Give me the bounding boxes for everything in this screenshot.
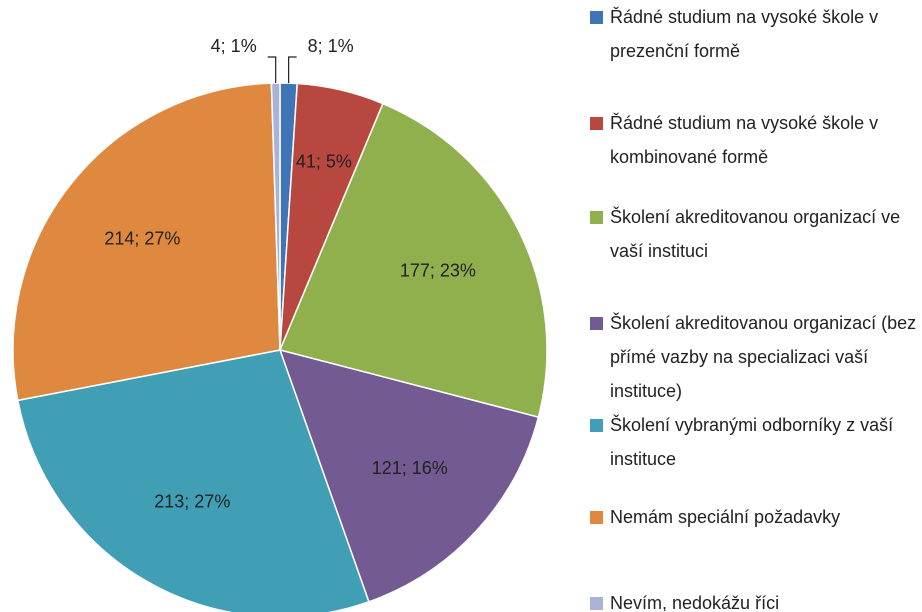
- leader-line: [267, 56, 277, 84]
- data-label: 41; 5%: [296, 152, 352, 172]
- data-label: 177; 23%: [400, 260, 476, 280]
- legend-swatch: [590, 419, 603, 432]
- legend-item: Školení akreditovanou organizací (bez př…: [590, 306, 920, 408]
- legend-swatch: [590, 511, 603, 524]
- pie-slice: [16, 349, 370, 612]
- legend-item: Nemám speciální požadavky: [590, 500, 920, 534]
- legend-item: Řádné studium na vysoké škole v kombinov…: [590, 106, 920, 174]
- data-label: 4; 1%: [211, 36, 257, 56]
- legend-item: Školení vybranými odborníky z vaší insti…: [590, 408, 920, 476]
- pie-slice: [278, 102, 548, 419]
- legend-item: Školení akreditovanou organizací ve vaší…: [590, 200, 920, 268]
- legend-label: Nemám speciální požadavky: [610, 507, 841, 527]
- pie-slice: [278, 348, 540, 603]
- legend-swatch: [590, 597, 603, 610]
- legend-label: Řádné studium na vysoké škole v kombinov…: [610, 113, 879, 167]
- data-label: 121; 16%: [372, 458, 448, 478]
- legend-item: Nevím, nedokážu říci: [590, 586, 920, 612]
- legend-label: Školení akreditovanou organizací (bez př…: [610, 313, 917, 401]
- legend-swatch: [590, 317, 603, 330]
- pie-slice: [12, 82, 281, 402]
- data-label: 214; 27%: [104, 229, 180, 249]
- data-label: 8; 1%: [308, 36, 354, 56]
- legend-swatch: [590, 211, 603, 224]
- legend-item: Řádné studium na vysoké škole v prezenčn…: [590, 0, 920, 68]
- data-label: 213; 27%: [154, 492, 230, 512]
- legend-swatch: [590, 117, 603, 130]
- legend-swatch: [590, 11, 603, 24]
- leader-line: [288, 56, 297, 84]
- legend-label: Nevím, nedokážu říci: [610, 593, 780, 612]
- legend-label: Školení vybranými odborníky z vaší insti…: [610, 415, 894, 469]
- legend-label: Řádné studium na vysoké škole v prezenčn…: [610, 7, 879, 61]
- legend-label: Školení akreditovanou organizací ve vaší…: [610, 207, 901, 261]
